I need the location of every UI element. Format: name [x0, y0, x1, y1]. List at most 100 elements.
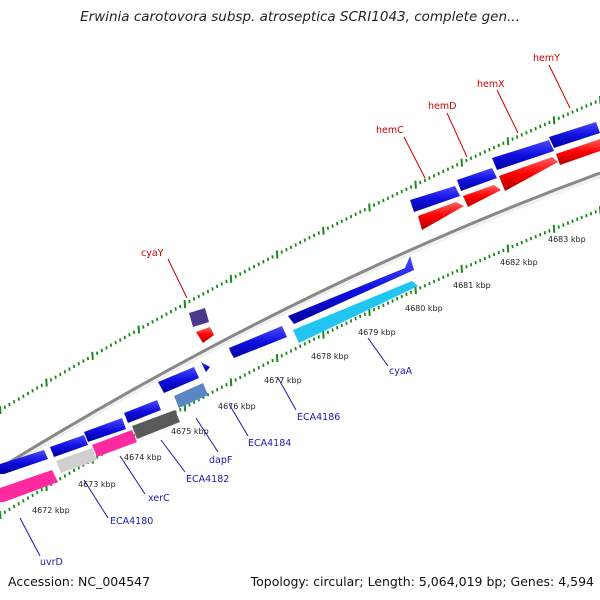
tick-mark	[386, 301, 390, 305]
tick-mark	[405, 187, 408, 191]
tick-mark	[146, 322, 150, 327]
tick-mark	[594, 210, 597, 214]
gene-ECA4186-block[interactable]	[229, 326, 287, 358]
tick-mark	[372, 203, 376, 207]
tick-mark	[529, 236, 533, 241]
label-hemY[interactable]: hemY	[533, 53, 560, 64]
gene-hemX-block[interactable]	[492, 140, 554, 170]
tick-mark	[594, 100, 597, 104]
gene-hemD-block[interactable]	[457, 168, 497, 191]
tick-mark	[419, 180, 422, 185]
tick-mark	[589, 211, 593, 216]
tick-mark	[266, 361, 270, 365]
red-block-hemY[interactable]	[556, 139, 600, 165]
tick-mark	[552, 116, 556, 125]
tick-mark	[359, 210, 362, 214]
steelblue-block[interactable]	[174, 383, 208, 408]
tick-mark	[234, 274, 237, 279]
gene-cyaY-block[interactable]	[189, 308, 209, 327]
tick-mark	[262, 363, 265, 368]
gene-hemC-block[interactable]	[410, 186, 460, 212]
magenta-block-b[interactable]	[92, 430, 137, 457]
label-xerC[interactable]: xerC	[148, 493, 170, 504]
red-block-hemX[interactable]	[499, 157, 558, 191]
tick-mark	[483, 256, 486, 261]
cyan-block[interactable]	[293, 281, 418, 343]
tick-mark	[322, 330, 325, 339]
tick-mark	[252, 264, 256, 269]
tick-mark	[156, 317, 159, 322]
gene-uvrD-block[interactable]	[0, 450, 48, 474]
tick-mark	[511, 137, 514, 141]
tick-mark	[68, 367, 71, 371]
label-hemX[interactable]: hemX	[477, 79, 505, 90]
tick-mark	[234, 378, 237, 382]
tick-mark	[252, 368, 256, 372]
gene-hemY-block[interactable]	[549, 122, 600, 148]
tick-mark	[68, 471, 71, 475]
red-block-hemD[interactable]	[463, 185, 501, 207]
red-block-hemC[interactable]	[418, 202, 464, 230]
tick-mark	[488, 254, 491, 259]
label-dapF[interactable]: dapF	[209, 455, 232, 466]
tick-mark	[239, 272, 242, 276]
tick-mark	[465, 265, 468, 269]
tick-mark	[451, 271, 454, 275]
tick-mark	[225, 279, 228, 284]
kbp-4674: 4674 kbp	[124, 453, 162, 462]
tick-mark	[132, 330, 136, 334]
label-ECA4186[interactable]: ECA4186	[297, 412, 340, 423]
tick-mark	[77, 362, 80, 366]
tick-mark	[114, 340, 117, 345]
gene-ECA4184-block[interactable]	[201, 362, 210, 372]
tick-mark	[571, 219, 574, 223]
label-uvrD[interactable]: uvrD	[40, 557, 63, 568]
lightgray-block[interactable]	[56, 448, 97, 473]
kbp-4676: 4676 kbp	[218, 402, 256, 411]
label-ECA4182[interactable]: ECA4182	[186, 474, 229, 485]
tick-mark	[502, 248, 505, 253]
genome-backbone-line	[0, 171, 600, 470]
tick-mark	[432, 279, 436, 284]
gene-xerC-block[interactable]	[84, 418, 126, 442]
red-block-cyaY[interactable]	[196, 327, 214, 343]
tick-mark	[137, 325, 140, 334]
tick-mark	[336, 325, 339, 330]
tick-mark	[534, 234, 537, 239]
gene-dapF-block[interactable]	[158, 367, 199, 393]
label-ECA4180[interactable]: ECA4180	[110, 516, 153, 527]
label-cyaA[interactable]: cyaA	[389, 366, 413, 377]
tick-mark	[391, 194, 394, 198]
tick-mark	[543, 122, 546, 127]
tick-mark	[36, 490, 39, 495]
tick-mark	[96, 351, 99, 355]
gene-ECA4180-block[interactable]	[50, 435, 88, 457]
label-cyaY[interactable]: cyaY	[141, 248, 164, 259]
gene-ECA4182-block[interactable]	[124, 400, 161, 423]
tick-mark	[566, 221, 570, 225]
tick-mark	[396, 191, 399, 196]
darkgray-block[interactable]	[132, 410, 180, 439]
tick-mark	[12, 504, 16, 509]
tick-mark	[428, 281, 431, 286]
label-hemC[interactable]: hemC	[376, 125, 404, 136]
magenta-block-a[interactable]	[0, 470, 58, 502]
label-ECA4184[interactable]: ECA4184	[248, 438, 291, 449]
tick-mark	[386, 196, 390, 201]
tick-mark	[428, 176, 431, 180]
tick-mark	[31, 493, 34, 498]
gene-cyaA-block[interactable]	[288, 256, 414, 324]
tick-mark	[529, 128, 533, 133]
tick-mark	[525, 238, 528, 243]
kbp-4679: 4679 kbp	[358, 328, 396, 337]
tick-mark	[419, 286, 422, 290]
tick-mark	[506, 244, 510, 253]
label-hemD[interactable]: hemD	[428, 101, 456, 112]
tick-mark	[303, 238, 306, 242]
tick-mark	[3, 405, 6, 409]
tick-mark	[423, 283, 426, 288]
tick-mark	[423, 178, 426, 183]
tick-mark	[400, 189, 403, 194]
tick-mark	[312, 233, 316, 238]
